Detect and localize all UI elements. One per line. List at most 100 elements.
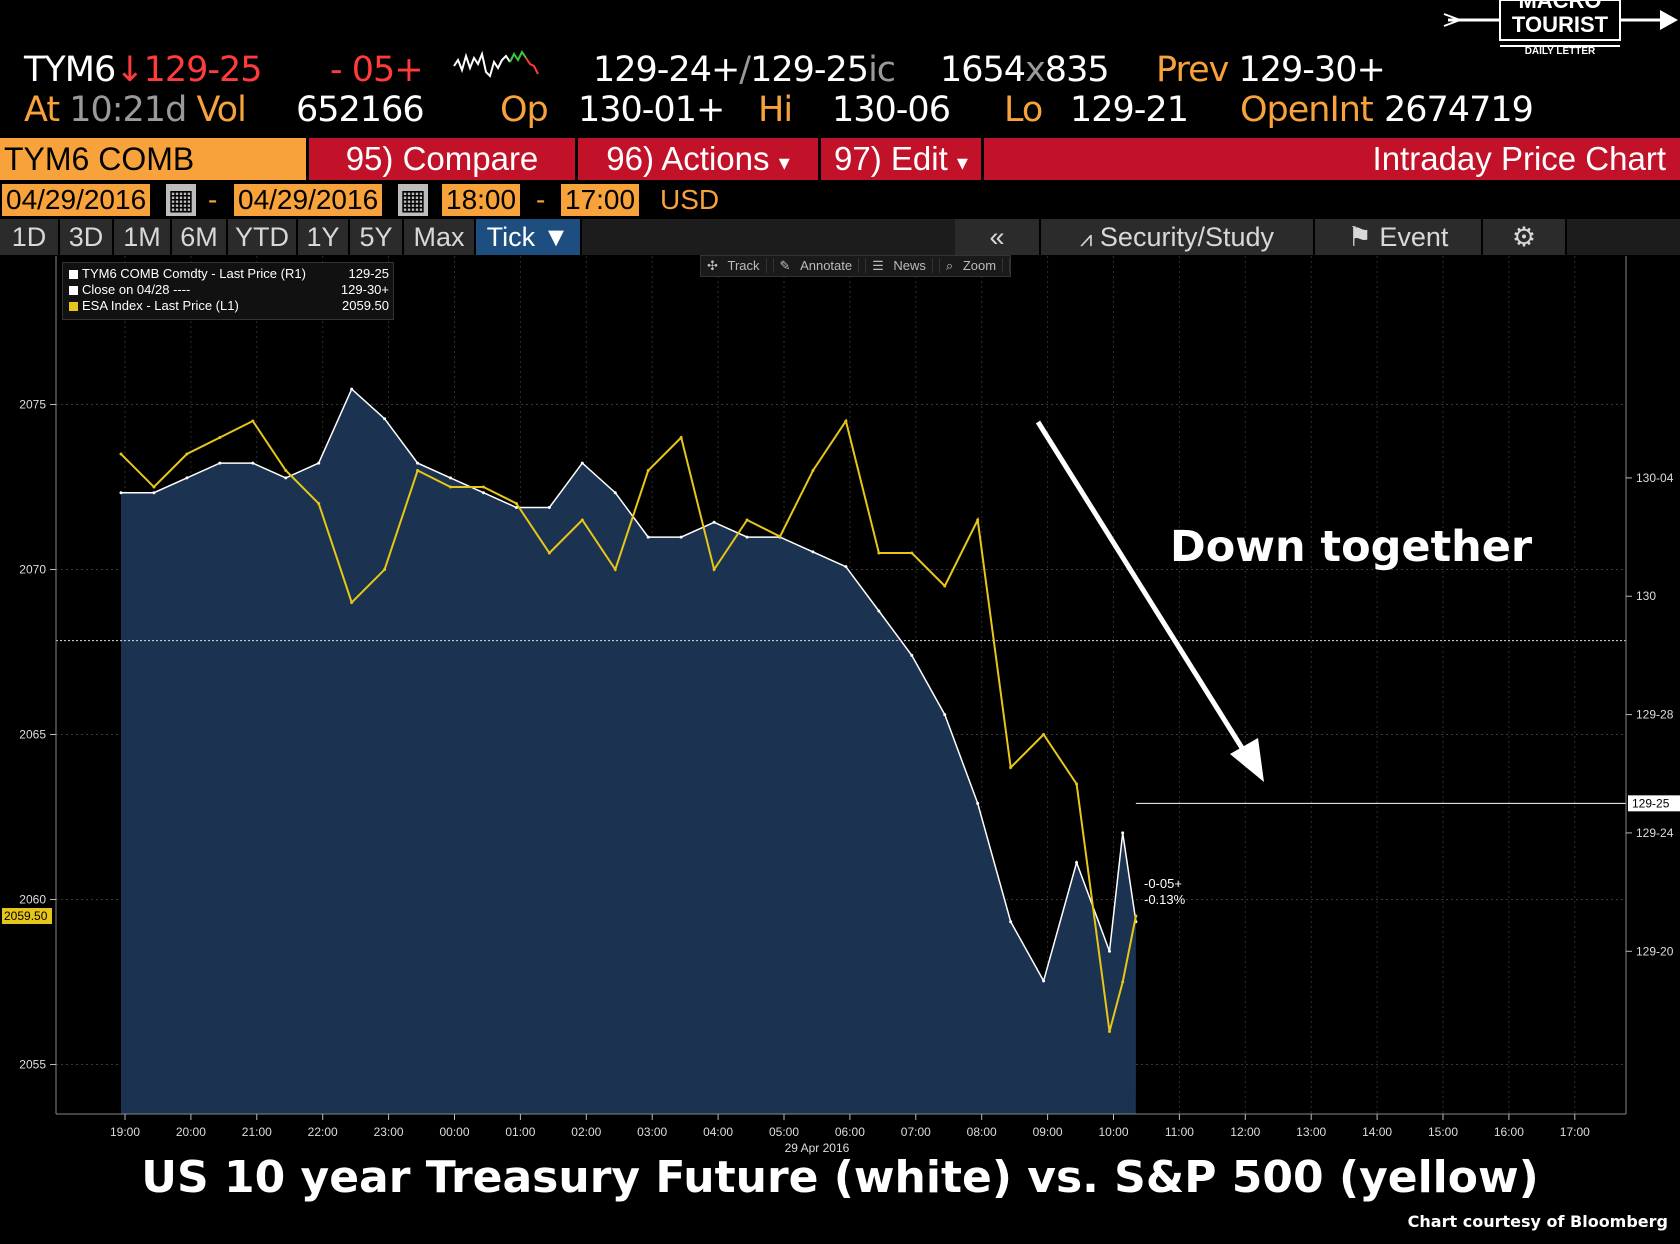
settings-button[interactable]: ⚙ [1483,219,1567,255]
bid-ask: 129-24+/129-25ic [593,50,896,90]
left-last-value-tag: 2059.50 [2,908,52,924]
left-tick-label: 2065 [19,728,46,742]
treasury-point [943,713,947,717]
annotation-arrow-icon [1035,420,1264,782]
actions-button[interactable]: 96) Actions ▾ [578,138,818,180]
tab-1m[interactable]: 1M [114,219,172,255]
currency: USD [660,184,720,215]
open-value: 130-01+ [578,90,725,130]
flag-icon: ⚑ [1347,222,1372,252]
sp500-point [1121,980,1125,984]
annotate-label: Annotate [794,258,860,273]
tab-6m[interactable]: 6M [172,219,228,255]
sp500-point [317,502,321,505]
sp500-point [1075,782,1079,786]
tab-tick[interactable]: Tick ▼ [476,219,582,255]
left-tick-label: 2055 [19,1058,46,1072]
prev-value: 129-30+ [1238,50,1386,90]
open-interest-label: OpenInt [1240,90,1374,130]
end-time-field[interactable]: 17:00 [561,184,640,216]
legend-value: 2059.50 [342,298,389,313]
security-study-label: Security/Study [1099,222,1274,252]
end-date-field[interactable]: 04/29/2016 [234,184,383,216]
tab-ytd[interactable]: YTD [228,219,298,255]
sp500-point [778,535,782,538]
chart-credit: Chart courtesy of Bloomberg [1407,1212,1668,1231]
edit-label: 97) Edit [834,140,948,177]
annotate-button[interactable]: ✎ Annotate [773,258,867,273]
sp500-point [646,469,650,472]
logo-line1: MACRO [1518,0,1602,13]
x-tick-label: 17:00 [1560,1125,1590,1139]
treasury-point [317,461,321,465]
treasury-point [679,535,683,539]
legend-swatch-white [69,270,78,280]
vol-label: Vol [196,90,246,130]
tab-1d[interactable]: 1D [0,219,60,255]
annotation-text: Down together [1170,522,1533,572]
sp500-point [844,419,848,423]
treasury-point [646,535,650,539]
sp500-point [284,469,288,472]
chart-legend: TYM6 COMB Comdty - Last Price (R1) 129-2… [62,262,394,320]
legend-value: 129-25 [348,266,389,281]
last-price: 129-25 [143,50,263,90]
news-button[interactable]: ☰ News [866,258,940,273]
start-date-field[interactable]: 04/29/2016 [2,184,151,216]
treasury-point [350,387,354,391]
sp500-point [976,518,980,522]
x-tick-label: 10:00 [1098,1125,1128,1139]
treasury-point [449,476,452,480]
legend-swatch-white [69,286,78,296]
sp500-point [613,568,617,571]
size-separator: x [1025,50,1046,90]
tab-1y[interactable]: 1Y [298,219,350,255]
legend-label: Close on 04/28 ---- [82,282,191,297]
sp500-point [943,584,947,588]
event-label: Event [1379,222,1449,252]
legend-label: TYM6 COMB Comdty - Last Price (R1) [82,266,306,281]
sp500-point [1042,733,1046,736]
x-tick-label: 13:00 [1296,1125,1326,1139]
treasury-area [121,389,1136,1115]
tab-max[interactable]: Max [404,219,476,255]
edit-button[interactable]: 97) Edit ▾ [821,138,981,180]
chevron-down-icon: ▾ [778,150,790,175]
x-tick-label: 11:00 [1165,1125,1194,1139]
logo-line3: DAILY LETTER [1524,46,1596,57]
calendar-icon[interactable]: ▦ [398,184,428,216]
security-field[interactable]: TYM6 COMB Comdty [0,138,306,219]
sp500-point [679,436,683,439]
track-button[interactable]: ✣ Track [701,258,774,273]
right-last-value: 129-25 [1632,796,1670,810]
sparkline-icon [453,50,539,78]
event-button[interactable]: ⚑ Event [1315,219,1483,255]
open-interest-value: 2674719 [1384,90,1534,130]
open-label: Op [500,90,549,130]
compare-button[interactable]: 95) Compare [309,138,575,180]
legend-item-treasury: TYM6 COMB Comdty - Last Price (R1) [69,266,306,282]
ask: 129-25 [750,50,869,90]
collapse-button[interactable]: « [955,219,1041,255]
tab-5y[interactable]: 5Y [350,219,404,255]
sp500-point [251,419,255,423]
left-last-value: 2059.50 [4,909,48,923]
x-tick-label: 00:00 [439,1125,469,1139]
treasury-point [1121,831,1125,835]
treasury-point [1108,949,1111,953]
ask-suffix: ic [868,50,896,90]
x-tick-label: 07:00 [901,1125,931,1139]
start-time-field[interactable]: 18:00 [442,184,521,216]
calendar-icon[interactable]: ▦ [166,184,196,216]
bid-ask-slash: / [739,50,751,90]
security-study-button[interactable]: ⩘ Security/Study [1041,219,1315,255]
sp500-point [1134,914,1138,918]
treasury-point [910,653,914,657]
sp500-point [1108,1030,1111,1033]
bid-size: 1654 [940,50,1026,90]
low-value: 129-21 [1070,90,1189,130]
x-tick-label: 21:00 [242,1125,272,1139]
double-chevron-left-icon: « [989,222,1005,252]
zoom-button[interactable]: ⌕ Zoom [939,258,1011,273]
tab-3d[interactable]: 3D [60,219,114,255]
